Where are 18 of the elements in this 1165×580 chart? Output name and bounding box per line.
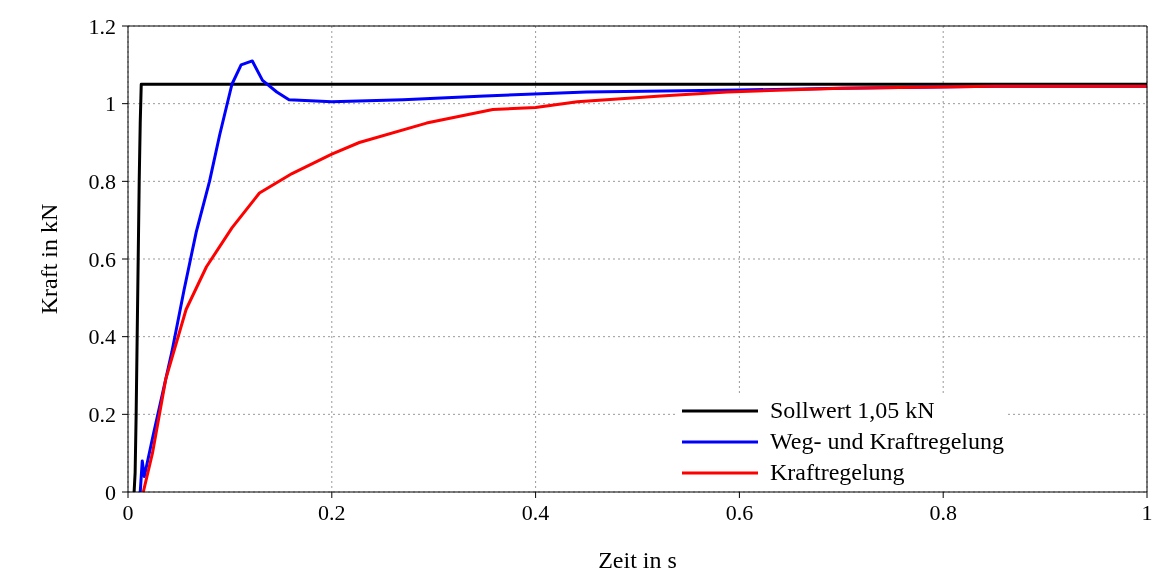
x-tick-label: 1	[1141, 499, 1153, 525]
y-tick-label: 1.2	[88, 13, 116, 39]
legend-label: Weg- und Kraftregelung	[770, 428, 1004, 455]
x-tick-label: 0.6	[725, 499, 754, 525]
legend-label: Kraftregelung	[770, 459, 905, 486]
y-tick-label: 1	[105, 91, 116, 117]
y-tick-label: 0	[105, 479, 116, 505]
y-tick-label: 0.6	[88, 246, 116, 272]
y-tick-label: 0.8	[88, 169, 116, 195]
y-axis-title: Kraft in kN	[35, 203, 62, 315]
y-tick-label: 0.2	[88, 402, 116, 428]
x-tick-label: 0.4	[521, 499, 550, 525]
x-tick-label: 0.2	[318, 499, 346, 525]
x-tick-label: 0	[122, 499, 134, 525]
y-tick-label: 0.4	[88, 324, 116, 350]
x-tick-label: 0.8	[929, 499, 957, 525]
legend-label: Sollwert 1,05 kN	[770, 397, 935, 424]
x-axis-title: Zeit in s	[598, 547, 677, 573]
